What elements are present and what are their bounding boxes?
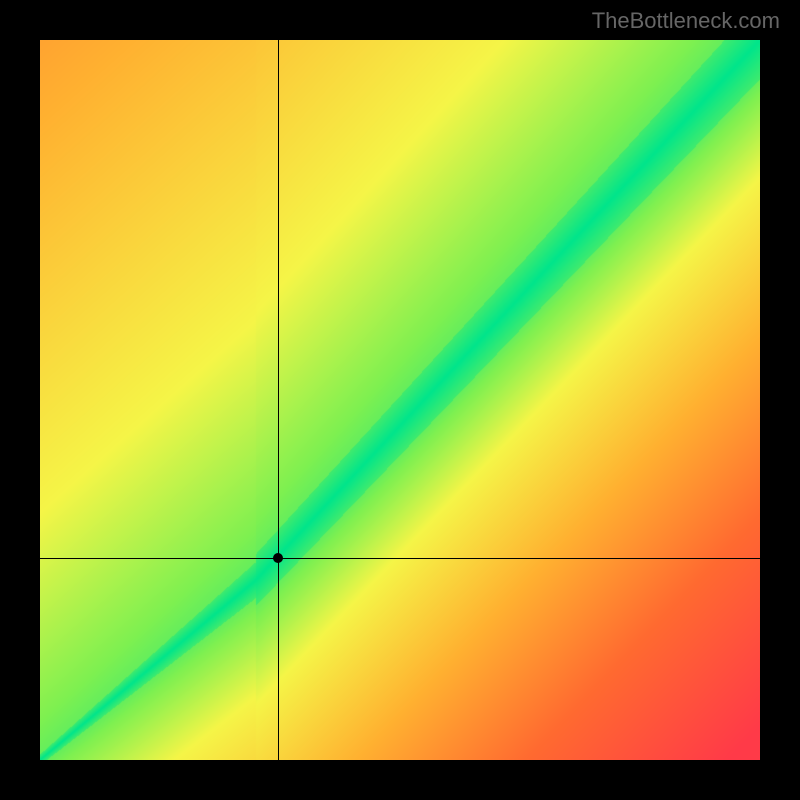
data-point-marker [273, 553, 283, 563]
heatmap-chart [40, 40, 760, 760]
crosshair-vertical [278, 40, 279, 760]
heatmap-canvas [40, 40, 760, 760]
watermark-text: TheBottleneck.com [592, 8, 780, 34]
crosshair-horizontal [40, 558, 760, 559]
